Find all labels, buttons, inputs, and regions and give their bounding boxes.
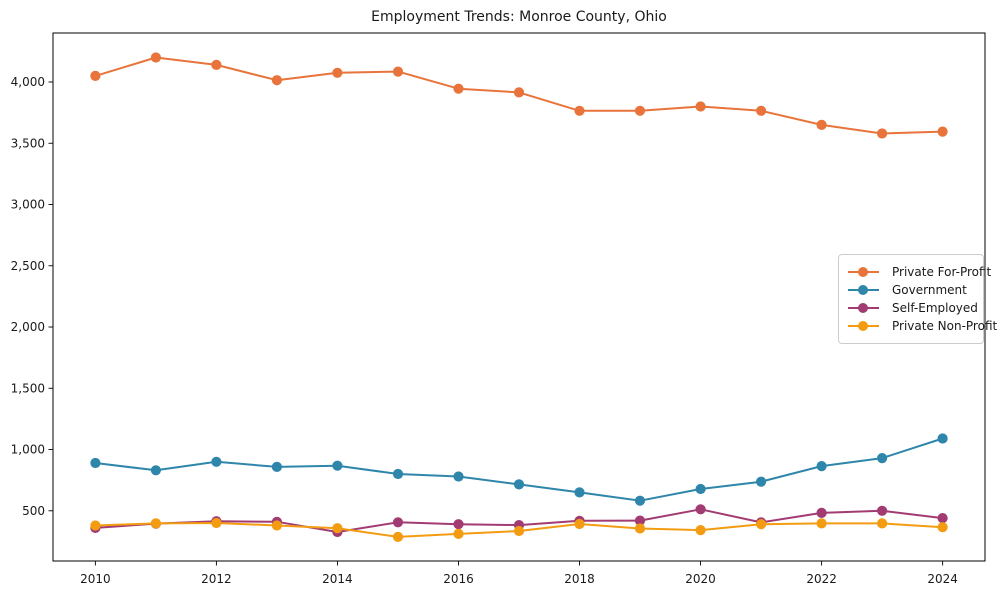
data-point-government-2014 — [332, 460, 343, 471]
x-tick-label: 2024 — [927, 572, 958, 586]
legend-label-private-for-profit: Private For-Profit — [892, 264, 992, 279]
y-tick-label: 4,000 — [11, 75, 45, 89]
legend-dot-sample — [858, 321, 868, 332]
data-point-government-2012 — [211, 456, 222, 467]
legend-label-government: Government — [892, 282, 967, 297]
data-point-government-2020 — [695, 483, 706, 495]
data-point-private-for-profit-2019 — [634, 105, 646, 116]
chart-title: Employment Trends: Monroe County, Ohio — [371, 9, 667, 25]
data-point-private-non-profit-2016 — [453, 528, 464, 540]
data-point-private-for-profit-2021 — [756, 105, 767, 116]
y-tick-label: 2,000 — [11, 320, 45, 334]
legend-label-private-non-profit: Private Non-Profit — [892, 319, 998, 334]
x-tick-label: 2010 — [80, 572, 111, 586]
data-point-government-2019 — [634, 495, 646, 506]
legend-marker-self-employed — [848, 303, 879, 314]
data-point-self-employed-2016 — [453, 519, 464, 530]
data-point-private-for-profit-2022 — [816, 119, 827, 130]
plot-frame — [52, 32, 986, 562]
y-tick-label: 3,000 — [11, 198, 45, 212]
data-point-government-2015 — [392, 468, 404, 480]
legend-marker-private-non-profit — [848, 321, 879, 332]
data-point-private-non-profit-2022 — [816, 518, 827, 529]
data-point-private-for-profit-2017 — [513, 87, 525, 98]
legend-dot-sample — [858, 266, 868, 277]
legend-marker-private-for-profit — [848, 266, 879, 277]
data-point-private-for-profit-2015 — [392, 66, 404, 77]
data-point-private-non-profit-2023 — [877, 518, 888, 529]
data-point-private-for-profit-2023 — [877, 128, 888, 139]
data-point-private-for-profit-2016 — [453, 83, 464, 94]
data-point-government-2021 — [756, 476, 767, 487]
data-point-government-2011 — [150, 465, 161, 476]
y-tick-label: 3,500 — [11, 136, 45, 150]
data-point-government-2023 — [877, 453, 888, 464]
data-point-private-non-profit-2024 — [937, 522, 948, 533]
x-tick-label: 2012 — [201, 572, 232, 586]
x-tick-label: 2020 — [685, 572, 716, 586]
data-point-private-non-profit-2021 — [756, 519, 767, 530]
data-point-self-employed-2015 — [392, 517, 404, 528]
data-point-government-2013 — [271, 461, 282, 472]
data-point-government-2018 — [574, 487, 585, 498]
legend-dot-sample — [858, 284, 868, 295]
data-point-private-for-profit-2024 — [937, 126, 948, 137]
legend-item-private-for-profit: Private For-Profit — [848, 263, 991, 280]
y-tick-label: 1,500 — [11, 381, 45, 395]
data-point-government-2024 — [937, 433, 948, 444]
y-tick-label: 500 — [22, 504, 45, 518]
series-line-government — [95, 437, 943, 502]
data-point-private-for-profit-2013 — [271, 75, 282, 86]
data-point-government-2016 — [453, 471, 464, 482]
data-point-private-non-profit-2019 — [634, 523, 646, 534]
data-point-private-for-profit-2020 — [695, 101, 706, 112]
data-point-private-for-profit-2012 — [211, 59, 222, 70]
x-tick-label: 2016 — [443, 572, 474, 586]
x-tick-label: 2014 — [322, 572, 353, 586]
legend-label-self-employed: Self-Employed — [892, 301, 978, 316]
data-point-private-for-profit-2011 — [150, 52, 161, 63]
legend: Private For-Profit Government Self-Employe… — [838, 254, 997, 344]
legend-dot-sample — [858, 303, 868, 314]
data-point-self-employed-2019 — [634, 515, 646, 526]
data-point-government-2017 — [513, 479, 525, 490]
data-point-private-non-profit-2011 — [150, 518, 161, 529]
data-point-private-non-profit-2010 — [90, 520, 101, 531]
x-tick-label: 2022 — [806, 572, 837, 586]
legend-item-self-employed: Self-Employed — [848, 300, 978, 317]
x-tick-label: 2018 — [564, 572, 595, 586]
data-point-government-2022 — [816, 461, 827, 472]
data-point-self-employed-2022 — [816, 507, 827, 518]
data-point-self-employed-2023 — [877, 505, 888, 516]
legend-marker-government — [848, 284, 879, 295]
data-point-self-employed-2020 — [695, 504, 706, 515]
data-point-private-non-profit-2013 — [271, 520, 282, 531]
data-point-private-non-profit-2020 — [695, 525, 706, 536]
y-tick-label: 1,000 — [11, 443, 45, 457]
data-point-private-for-profit-2010 — [90, 70, 101, 81]
data-point-private-for-profit-2014 — [332, 67, 343, 78]
data-point-government-2010 — [90, 457, 101, 469]
data-point-private-for-profit-2018 — [574, 105, 585, 116]
legend-item-private-non-profit: Private Non-Profit — [848, 318, 997, 335]
data-point-private-non-profit-2018 — [574, 518, 585, 530]
data-point-self-employed-2024 — [937, 513, 948, 524]
data-point-private-non-profit-2014 — [332, 523, 343, 534]
y-tick-label: 2,500 — [11, 259, 45, 273]
legend-item-government: Government — [848, 281, 974, 298]
data-point-private-non-profit-2015 — [392, 531, 404, 543]
data-point-private-non-profit-2017 — [513, 525, 525, 537]
data-point-private-non-profit-2012 — [211, 517, 222, 529]
